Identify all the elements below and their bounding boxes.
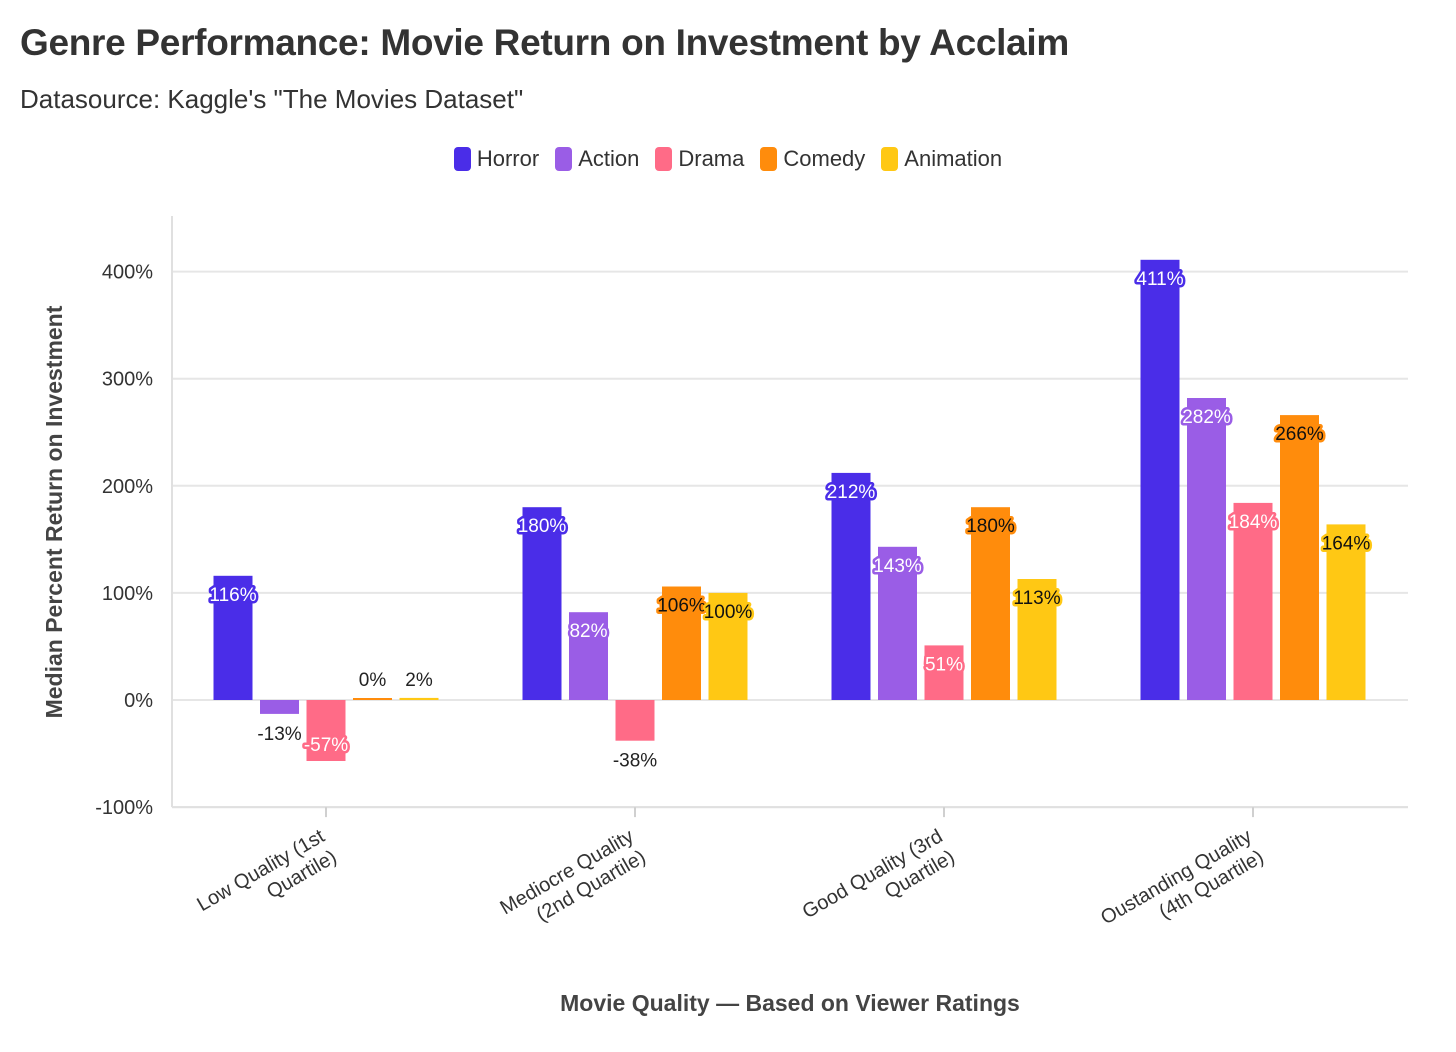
data-label-horror-2: 180% <box>518 516 567 537</box>
x-category-label-2: Mediocre Quality(2nd Quartile) <box>497 825 650 940</box>
bar-comedy-3[interactable] <box>971 507 1010 700</box>
data-label-action-2: 82% <box>569 621 607 642</box>
data-label-action-1: -13% <box>257 724 301 745</box>
x-category-label-4: Oustanding Quality(4th Quartile) <box>1097 825 1267 950</box>
legend-item-drama[interactable]: Drama <box>655 146 744 172</box>
bar-drama-4[interactable] <box>1233 502 1273 700</box>
y-tick-label: 200% <box>102 476 153 498</box>
data-label-comedy-2: 106% <box>657 596 706 617</box>
x-category-label-3: Good Quality (3rdQuartile) <box>799 825 959 944</box>
legend-item-action[interactable]: Action <box>555 146 639 172</box>
legend-swatch-comedy <box>760 147 778 171</box>
bar-drama-1[interactable] <box>306 700 346 761</box>
bar-drama-3[interactable] <box>924 645 964 700</box>
x-axis-categories: Low Quality (1stQuartile) Mediocre Qualit… <box>193 825 1267 950</box>
data-labels: 116% -13%-57% 0% 2% 180% 82% -38% 106%100% 212% 1… <box>207 266 1373 772</box>
chart-subtitle: Datasource: Kaggle's "The Movies Dataset… <box>20 84 524 114</box>
data-label-horror-3: 212% <box>827 482 876 503</box>
bar-horror-1[interactable] <box>213 575 253 700</box>
data-label-drama-1: -57% <box>304 735 348 756</box>
data-label-horror-4: 411% <box>1136 269 1183 290</box>
x-axis-title: Movie Quality — Based on Viewer Ratings <box>560 990 1020 1016</box>
bar-horror-4[interactable] <box>1140 259 1180 700</box>
legend: Horror Action Drama Comedy Animation <box>0 146 1456 172</box>
data-label-action-4: 282% <box>1182 407 1231 428</box>
y-axis-ticks: -100% 0% 100% 200% 300% 400% <box>95 262 153 819</box>
data-label-animation-3: 113% <box>1013 588 1060 609</box>
legend-swatch-action <box>555 147 573 171</box>
bar-drama-2[interactable] <box>615 700 655 741</box>
chart-title: Genre Performance: Movie Return on Inves… <box>20 22 1069 63</box>
x-category-label-1: Low Quality (1stQuartile) <box>193 825 341 937</box>
data-label-horror-1: 116% <box>209 585 256 606</box>
data-label-animation-1: 2% <box>405 670 433 691</box>
bar-animation-1[interactable] <box>399 697 439 700</box>
legend-swatch-drama <box>655 147 673 171</box>
legend-swatch-horror <box>453 147 471 171</box>
y-tick-label: 400% <box>102 262 153 284</box>
legend-item-comedy[interactable]: Comedy <box>760 146 865 172</box>
bar-comedy-4[interactable] <box>1280 415 1319 700</box>
y-tick-label: 0% <box>124 690 153 712</box>
bar-comedy-2[interactable] <box>662 586 701 701</box>
legend-item-animation[interactable]: Animation <box>881 146 1002 172</box>
bar-comedy-1[interactable] <box>353 698 392 700</box>
data-label-comedy-3: 180% <box>966 516 1015 537</box>
y-axis-title: Median Percent Return on Investment <box>41 305 67 718</box>
data-label-comedy-1: 0% <box>359 670 387 691</box>
data-label-comedy-4: 266% <box>1275 424 1324 445</box>
y-tick-label: 100% <box>102 583 153 605</box>
legend-label-comedy: Comedy <box>783 146 866 171</box>
data-label-drama-2: -38% <box>613 751 657 772</box>
legend-label-animation: Animation <box>904 146 1003 171</box>
bar-animation-2[interactable] <box>708 592 748 700</box>
data-label-drama-3: 51% <box>925 654 963 675</box>
legend-label-drama: Drama <box>678 146 745 171</box>
bar-horror-2[interactable] <box>522 507 562 700</box>
data-label-drama-4: 184% <box>1229 512 1278 533</box>
bar-action-4[interactable] <box>1187 398 1226 700</box>
data-label-action-3: 143% <box>873 556 922 577</box>
legend-label-action: Action <box>578 146 640 171</box>
bar-action-3[interactable] <box>878 546 917 700</box>
bar-animation-4[interactable] <box>1326 524 1366 700</box>
y-tick-label: -100% <box>95 797 153 819</box>
bars <box>213 259 1366 761</box>
bar-action-1[interactable] <box>260 700 299 714</box>
data-label-animation-4: 164% <box>1322 533 1371 554</box>
y-tick-label: 300% <box>102 369 153 391</box>
bar-horror-3[interactable] <box>831 472 871 700</box>
data-label-animation-2: 100% <box>704 602 753 623</box>
bar-animation-3[interactable] <box>1017 579 1057 700</box>
legend-item-horror[interactable]: Horror <box>453 146 540 172</box>
legend-swatch-animation <box>881 147 899 171</box>
bar-action-2[interactable] <box>569 612 608 700</box>
legend-label-horror: Horror <box>476 146 540 171</box>
